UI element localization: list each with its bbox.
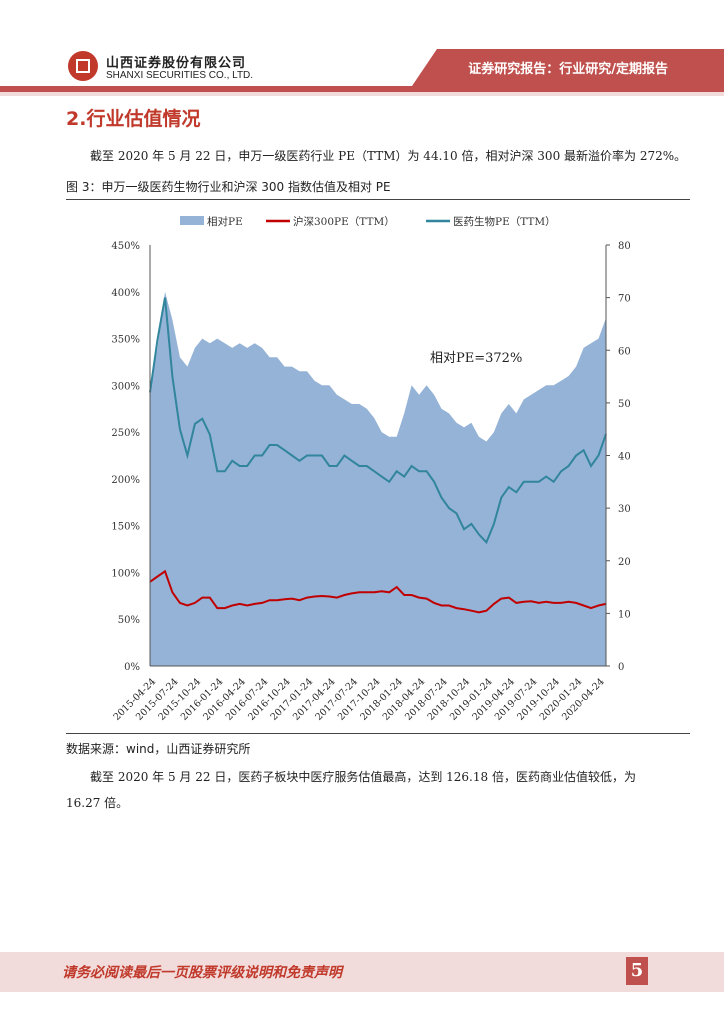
figure-top-rule [66,199,690,200]
y-right-tick-label: 0 [618,662,624,673]
paragraph-2: 截至 2020 年 5 月 22 日，医药子板块中医疗服务估值最高，达到 126… [66,770,636,810]
relative-pe-area [150,291,606,666]
section-title: 2.行业估值情况 [66,108,201,130]
y-left-tick-label: 300% [111,381,140,392]
figure-bottom-rule [66,733,690,734]
company-name-en: SHANXI SECURITIES CO., LTD. [106,70,254,81]
report-type: 证券研究报告：行业研究/定期报告 [468,62,668,77]
y-right-tick-label: 70 [618,294,631,305]
pharma-pe-line [149,297,607,545]
disclaimer-link[interactable]: 请务必阅读最后一页股票评级说明和免责声明 [62,965,342,981]
y-right-tick-label: 40 [618,452,631,463]
y-right-tick-label: 10 [618,609,631,620]
header-banner [412,49,724,86]
company-logo-icon [68,51,98,81]
data-source: 数据来源：wind，山西证券研究所 [66,742,251,756]
paragraph-1: 截至 2020 年 5 月 22 日，申万一级医药行业 PE（TTM）为 44.… [90,149,687,163]
y-left-tick-label: 200% [111,475,140,486]
y-right-tick-label: 30 [618,504,631,515]
y-left-tick-label: 400% [111,288,140,299]
y-right-tick-label: 80 [618,241,631,252]
y-right-tick-label: 20 [618,557,631,568]
hs300-pe-line [149,569,607,614]
footer-band [0,952,724,992]
y-left-tick-label: 150% [111,522,140,533]
y-left-tick-label: 450% [111,241,140,252]
header-divider [0,86,724,92]
y-left-tick-label: 250% [111,428,140,439]
legend-label-pharma: 医药生物PE（TTM） [453,215,556,228]
legend-swatch-relative-pe [180,216,204,225]
y-left-tick-label: 50% [118,615,140,626]
header-divider-light [0,92,724,96]
y-left-tick-label: 100% [111,568,140,579]
y-right-tick-label: 50 [618,399,631,410]
valuation-chart: 0% 50% 100% 150% 200% 250% 300% 350% 400% 450% 0 10… [111,215,631,723]
chart-annotation: 相对PE=372% [430,351,522,366]
y-left-tick-label: 0% [124,662,140,673]
legend-label-relative-pe: 相对PE [207,215,243,228]
figure-title: 图 3：申万一级医药生物行业和沪深 300 指数估值及相对 PE [66,180,391,194]
company-name-cn: 山西证券股份有限公司 [106,56,247,71]
y-left-tick-label: 350% [111,335,140,346]
legend-label-hs300: 沪深300PE（TTM） [293,215,395,228]
y-right-tick-label: 60 [618,346,631,357]
page-number: 5 [626,957,648,985]
